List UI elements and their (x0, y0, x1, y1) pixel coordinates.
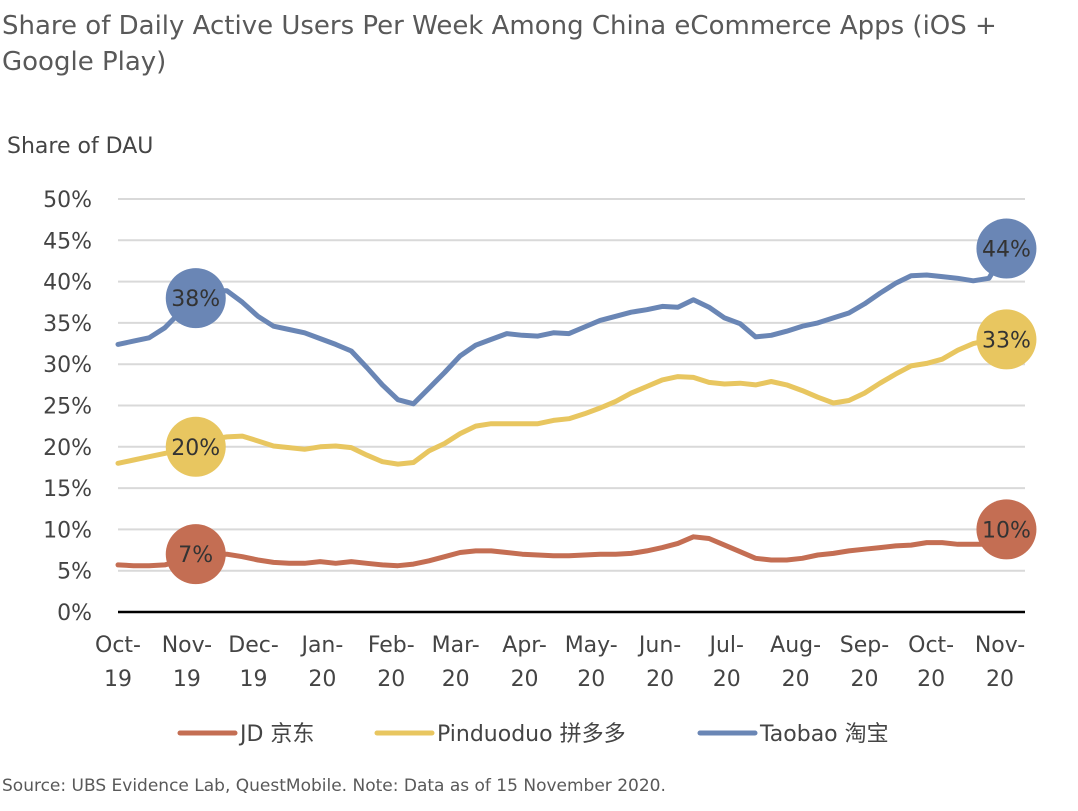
x-tick-label: Jul-20 (707, 633, 743, 692)
x-tick-label: May-20 (565, 633, 618, 692)
x-tick-label: Nov-20 (975, 633, 1025, 692)
legend-label: Taobao 淘宝 (759, 722, 889, 747)
data-label: 33% (982, 328, 1031, 353)
y-tick-label: 0% (57, 601, 92, 626)
x-tick-label: Jun-20 (637, 633, 681, 692)
x-tick-label: Dec-19 (228, 633, 279, 692)
x-tick-label: Feb-20 (368, 633, 415, 692)
legend-label: Pinduoduo 拼多多 (437, 722, 626, 747)
x-tick-label: Mar-20 (432, 633, 480, 692)
x-tick-label: Apr-20 (502, 633, 547, 692)
series-line (115, 250, 1007, 407)
data-label-bubble (165, 524, 226, 585)
series-line (115, 530, 1007, 569)
y-tick-label: 10% (43, 518, 92, 543)
legend-label: JD 京东 (238, 722, 314, 747)
data-label-bubble (976, 218, 1037, 279)
data-label: 10% (982, 518, 1031, 543)
x-tick-label: Nov-19 (162, 633, 212, 692)
series-line (115, 334, 1007, 467)
y-tick-label: 30% (43, 353, 92, 378)
x-tick-label: Aug-20 (770, 633, 821, 692)
y-tick-label: 20% (43, 436, 92, 461)
y-tick-label: 40% (43, 271, 92, 296)
data-label: 44% (982, 238, 1031, 263)
y-axis-label: Share of DAU (7, 134, 153, 159)
data-label: 38% (171, 287, 220, 312)
y-tick-label: 15% (43, 477, 92, 502)
data-label-bubble (976, 309, 1037, 370)
x-tick-label: Oct-20 (908, 633, 954, 692)
y-tick-label: 25% (43, 395, 92, 420)
y-tick-label: 45% (43, 229, 92, 254)
y-tick-label: 5% (57, 560, 92, 585)
y-tick-label: 35% (43, 312, 92, 337)
data-label: 7% (178, 543, 213, 568)
data-label-bubble (165, 268, 226, 329)
chart-title: Share of Daily Active Users Per Week Amo… (2, 11, 997, 77)
x-tick-label: Jan-20 (299, 633, 343, 692)
y-tick-label: 50% (43, 188, 92, 213)
data-label-bubble (165, 416, 226, 477)
x-tick-label: Oct-19 (95, 633, 141, 692)
data-label: 20% (171, 436, 220, 461)
source-note: Source: UBS Evidence Lab, QuestMobile. N… (2, 776, 666, 796)
x-tick-label: Sep-20 (840, 633, 889, 692)
data-label-bubble (976, 499, 1037, 560)
